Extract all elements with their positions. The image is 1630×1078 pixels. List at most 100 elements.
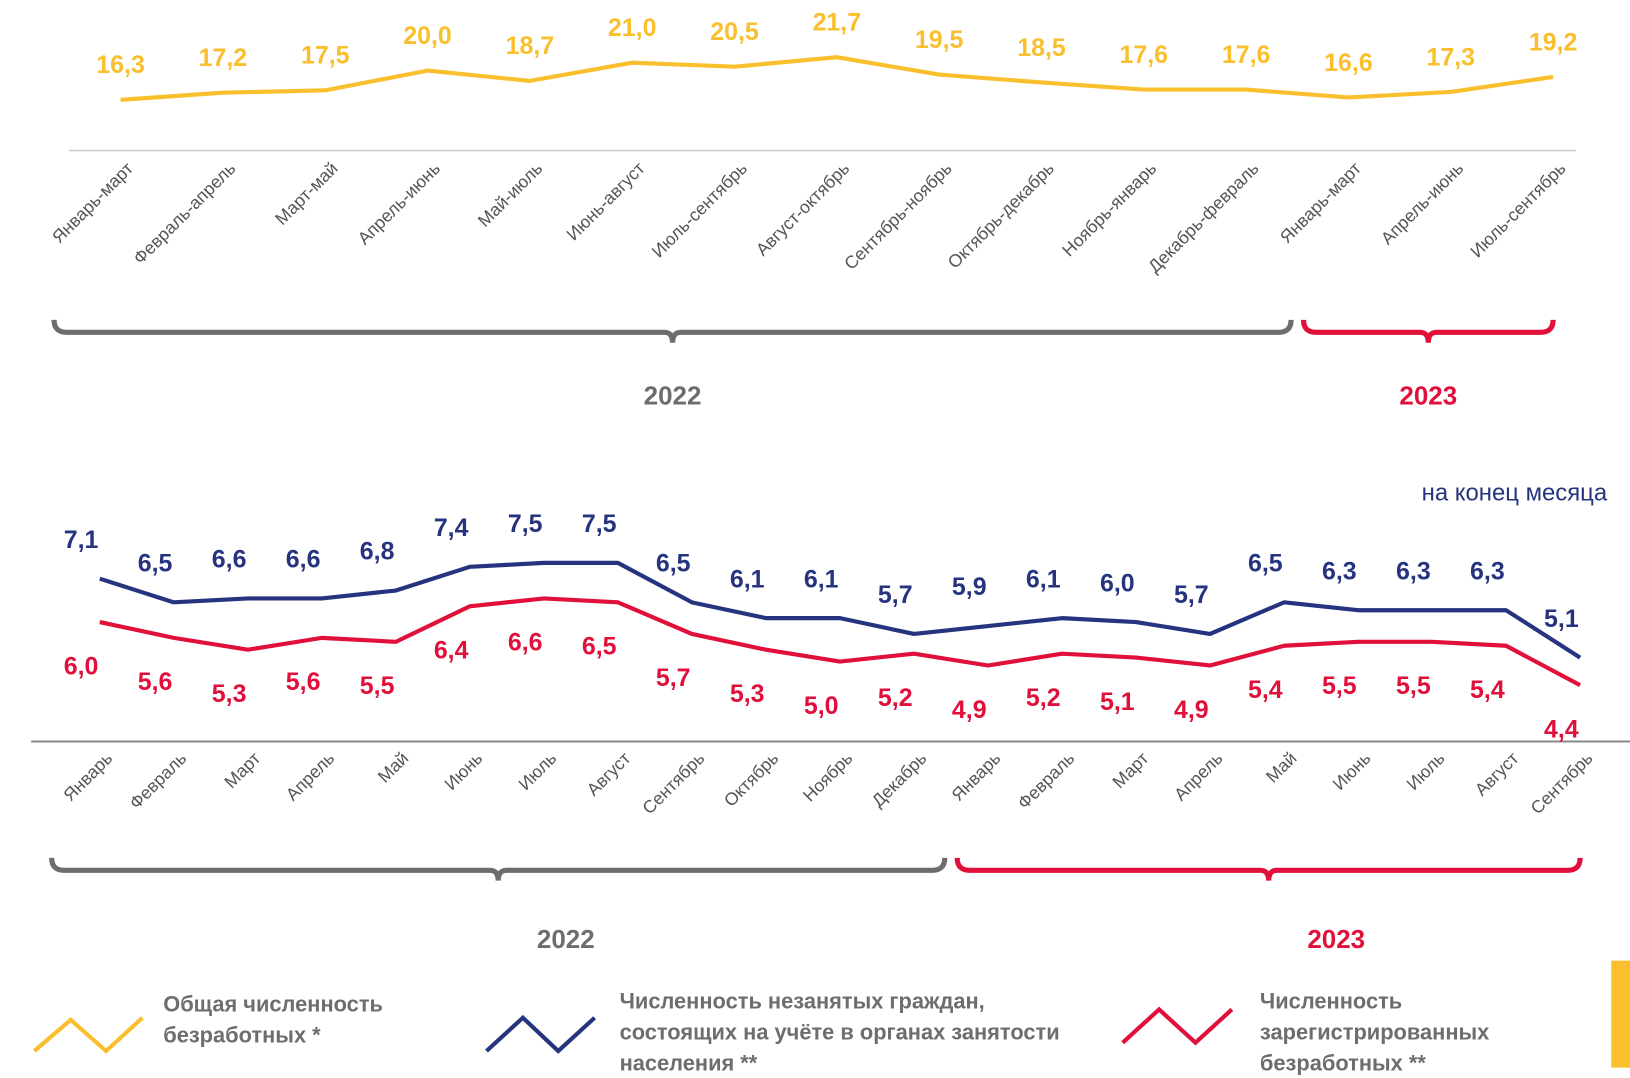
x-tick-label: Сентябрь-ноябрь <box>840 158 955 273</box>
x-tick-label: Декабрь <box>868 748 931 811</box>
legend-label: Численность незанятых граждан, состоящих… <box>619 989 1060 1076</box>
legend-entry: Общая численность безработных * <box>163 992 383 1048</box>
data-label: 17,6 <box>1222 41 1271 69</box>
data-label: 5,3 <box>212 680 247 708</box>
group-label: 2022 <box>537 924 595 954</box>
legend-entry: Численность незанятых граждан, состоящих… <box>619 989 1060 1076</box>
x-tick-label: Март <box>1109 748 1153 792</box>
data-label: 17,3 <box>1427 43 1476 71</box>
legend-icon <box>1121 1006 1234 1046</box>
group-bracket <box>51 319 1294 343</box>
data-label: 6,5 <box>138 550 173 578</box>
x-tick-label: Январь-март <box>1276 158 1365 247</box>
data-label: 5,4 <box>1248 676 1283 704</box>
data-label: 5,7 <box>1174 581 1209 609</box>
data-label: 6,6 <box>212 546 247 574</box>
x-tick-label: Август <box>583 748 635 800</box>
x-tick-label: Ноябрь-январь <box>1058 158 1160 260</box>
data-label: 19,2 <box>1529 28 1578 56</box>
data-label: 7,1 <box>64 526 99 554</box>
data-label: 5,1 <box>1100 688 1135 716</box>
data-label: 7,5 <box>582 510 617 538</box>
data-label: 5,4 <box>1470 676 1505 704</box>
x-tick-label: Апрель-июнь <box>1377 158 1467 248</box>
x-tick-label: Апрель <box>1170 748 1227 804</box>
data-label: 6,0 <box>64 652 99 680</box>
x-tick-label: Июнь <box>1329 748 1375 794</box>
data-label: 7,4 <box>434 514 469 542</box>
data-label: 6,3 <box>1396 557 1431 585</box>
data-label: 21,0 <box>608 14 657 42</box>
legend-icon <box>485 1014 597 1054</box>
x-tick-label: Август-октябрь <box>752 158 854 259</box>
data-label: 17,2 <box>199 44 248 72</box>
data-label: 21,7 <box>813 9 862 37</box>
x-tick-label: Май-июль <box>474 158 547 231</box>
chart-subtitle: на конец месяца <box>1422 480 1608 507</box>
data-label: 17,6 <box>1120 41 1169 69</box>
x-tick-label: Сентябрь <box>1527 748 1597 818</box>
data-label: 5,9 <box>952 573 987 601</box>
data-label: 4,9 <box>1174 696 1209 724</box>
corner-decoration <box>1611 960 1630 1068</box>
group-label: 2023 <box>1307 924 1365 954</box>
x-tick-label: Январь-март <box>48 158 137 247</box>
data-label: 16,3 <box>96 51 145 79</box>
group-label: 2023 <box>1399 381 1457 411</box>
legend-icon <box>32 1016 144 1054</box>
x-tick-label: Январь <box>948 748 1005 805</box>
x-tick-label: Январь <box>59 748 116 805</box>
data-label: 5,2 <box>1026 684 1061 712</box>
data-label: 6,3 <box>1322 557 1357 585</box>
line <box>99 560 1582 660</box>
data-label: 18,7 <box>506 32 555 60</box>
data-label: 6,5 <box>1248 550 1283 578</box>
data-label: 20,0 <box>403 22 452 50</box>
data-label: 7,5 <box>508 510 543 538</box>
x-tick-label: Май <box>1262 748 1301 787</box>
data-label: 16,6 <box>1324 49 1373 77</box>
group-label: 2022 <box>644 381 702 411</box>
data-label: 5,6 <box>286 668 321 696</box>
x-tick-label: Июль-сентябрь <box>1466 158 1569 261</box>
data-label: 6,1 <box>1026 565 1061 593</box>
data-label: 6,5 <box>656 550 691 578</box>
data-label: 5,6 <box>138 668 173 696</box>
x-tick-label: Март-май <box>271 158 342 229</box>
data-label: 6,0 <box>1100 569 1135 597</box>
data-label: 19,5 <box>915 26 964 54</box>
data-label: 6,1 <box>804 565 839 593</box>
line <box>120 55 1554 102</box>
data-label: 5,2 <box>878 684 913 712</box>
line <box>99 596 1582 688</box>
data-label: 5,5 <box>1396 672 1431 700</box>
x-tick-label: Ноябрь <box>799 748 856 805</box>
data-label: 6,5 <box>582 633 617 661</box>
data-label: 5,3 <box>730 680 765 708</box>
data-label: 5,1 <box>1544 605 1579 633</box>
x-tick-label: Июнь-август <box>562 158 648 244</box>
data-label: 6,6 <box>508 629 543 657</box>
data-label: 18,5 <box>1017 34 1066 62</box>
data-label: 17,5 <box>301 42 350 70</box>
x-tick-label: Май <box>374 748 413 787</box>
data-label: 5,7 <box>656 664 691 692</box>
data-label: 5,0 <box>804 692 839 720</box>
x-tick-label: Июнь <box>440 748 486 794</box>
data-label: 4,4 <box>1544 716 1579 744</box>
data-label: 6,8 <box>360 538 395 566</box>
x-tick-label: Июль <box>1403 748 1449 794</box>
legend-entry: Численность зарегистрированных безработн… <box>1260 990 1489 1076</box>
x-tick-label: Декабрь-февраль <box>1144 158 1263 276</box>
data-label: 6,6 <box>286 546 321 574</box>
data-label: 20,5 <box>710 18 759 46</box>
data-label: 6,3 <box>1470 557 1505 585</box>
data-label: 4,9 <box>952 696 987 724</box>
x-tick-label: Март <box>220 748 264 792</box>
data-label: 5,5 <box>360 672 395 700</box>
x-tick-label: Октябрь <box>720 748 783 811</box>
x-tick-label: Октябрь-декабрь <box>944 158 1058 272</box>
legend-label: Общая численность безработных * <box>163 992 383 1048</box>
x-tick-label: Июль <box>514 748 560 794</box>
